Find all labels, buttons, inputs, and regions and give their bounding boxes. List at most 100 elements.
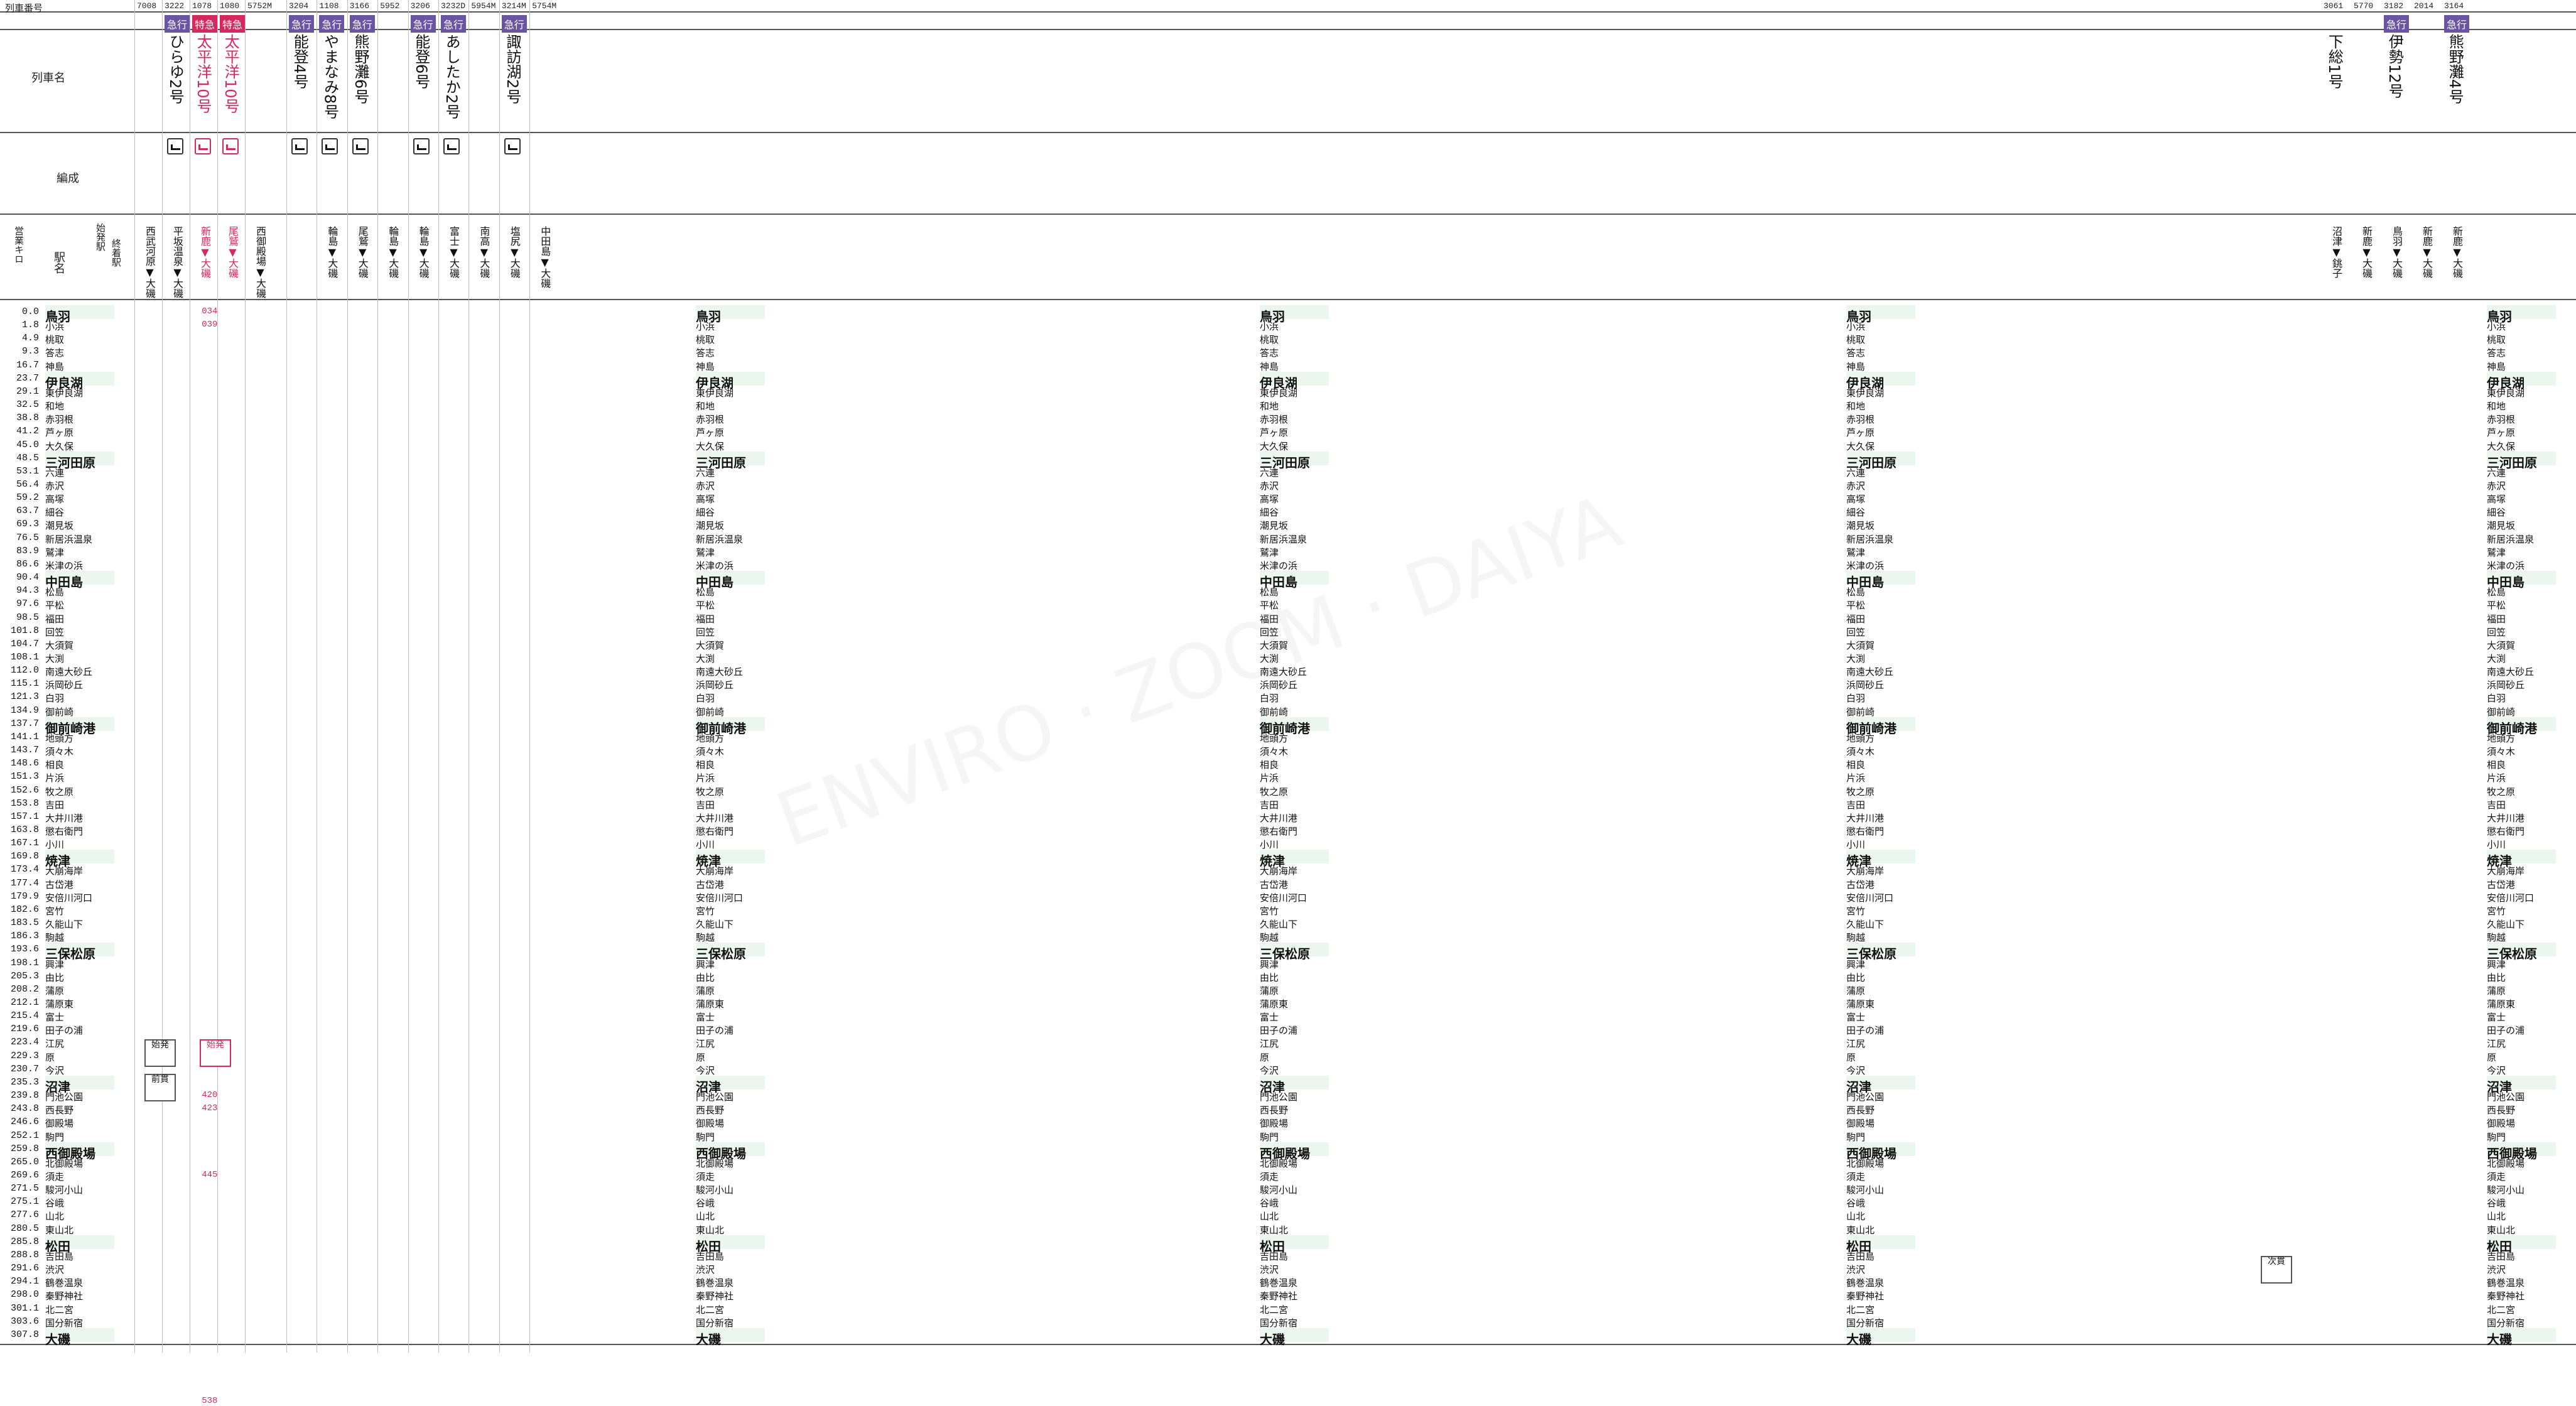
station-name: 北二宮: [696, 1304, 725, 1316]
train-type-badge: 特急: [192, 15, 218, 33]
station-name: 須走: [2487, 1171, 2506, 1182]
station-name: 白羽: [45, 693, 65, 705]
station-name: 国分新宿: [1260, 1317, 1298, 1329]
station-name: 大崩海岸: [696, 865, 734, 877]
major-station-band: [696, 717, 765, 731]
station-name: 鶴巻温泉: [696, 1277, 734, 1289]
column-divider: [162, 0, 163, 1353]
station-name: 赤沢: [696, 480, 715, 492]
major-station-band: [1260, 1075, 1329, 1090]
station-km: 298.0: [10, 1289, 39, 1301]
station-name: 中田島: [1846, 575, 1884, 590]
station-name: 大井川港: [1846, 812, 1885, 824]
station-name: 富士: [2487, 1012, 2506, 1024]
station-name: 山北: [1846, 1211, 1866, 1223]
station-name: 桃取: [696, 334, 715, 346]
major-station-band: [1846, 943, 1915, 957]
station-name: 宮竹: [1846, 905, 1866, 917]
station-name: 谷峨: [1846, 1198, 1866, 1209]
station-name: 御殿場: [2487, 1118, 2516, 1130]
station-km: 259.8: [10, 1143, 39, 1154]
station-name: 懲右衛門: [1846, 826, 1885, 837]
station-name: 吉田島: [45, 1250, 74, 1262]
station-name: 秦野神社: [696, 1290, 734, 1302]
station-name: 駒門: [1260, 1131, 1279, 1143]
train-type-badge: 急行: [2444, 15, 2470, 33]
station-name: 田子の浦: [45, 1025, 84, 1037]
major-station-band: [1260, 571, 1329, 585]
destination-label: 沼津▼銚子: [2330, 226, 2342, 278]
station-name: 新居浜温泉: [1260, 533, 1307, 545]
station-name: 駿河小山: [45, 1184, 84, 1196]
major-station-band: [1846, 1142, 1915, 1156]
major-station-band: [45, 451, 114, 465]
station-name: 蒲原: [1846, 985, 1866, 997]
origin-note-box: 始発: [144, 1039, 176, 1067]
station-name: 福田: [1846, 613, 1866, 625]
destination-label: 中田島▼大磯: [539, 226, 551, 288]
train-number: 3204: [289, 1, 309, 11]
station-name: 吉田: [45, 799, 65, 811]
station-km: 98.5: [16, 612, 39, 623]
train-number-label: 列車番号: [5, 3, 43, 14]
station-name: 谷峨: [45, 1198, 65, 1209]
major-station-band: [2487, 1328, 2556, 1342]
train-number: 5752M: [247, 1, 273, 11]
station-km: 41.2: [16, 426, 39, 437]
station-name: 吉田島: [696, 1250, 725, 1262]
destination-label: 輪島▼大磯: [387, 226, 399, 278]
station-name: 国分新宿: [45, 1317, 84, 1329]
station-name: 北御殿場: [1260, 1157, 1298, 1169]
station-name: 久能山下: [696, 919, 734, 931]
train-name: 諏訪湖2号: [503, 34, 521, 104]
station-name: 鶴巻温泉: [1846, 1277, 1885, 1289]
station-name: 東山北: [696, 1224, 725, 1236]
station-name: 北御殿場: [2487, 1157, 2525, 1169]
station-name: 焼津: [2487, 853, 2512, 869]
train-number: 3164: [2444, 1, 2464, 11]
station-name: 駒門: [45, 1131, 65, 1143]
train-name: 太平洋10号: [222, 34, 240, 114]
station-km: 9.3: [21, 346, 39, 357]
station-name: 桃取: [2487, 334, 2506, 346]
station-name: 答志: [2487, 347, 2506, 359]
station-name: 和地: [2487, 401, 2506, 413]
station-name: 神島: [2487, 360, 2506, 372]
major-station-band: [2487, 1075, 2556, 1090]
station-name: 細谷: [1260, 507, 1279, 519]
seat-icon: [322, 138, 338, 154]
station-name: 駒越: [696, 932, 715, 944]
seat-icon: [504, 138, 521, 154]
major-station-band: [1846, 1235, 1915, 1249]
station-km: 219.6: [10, 1024, 39, 1035]
train-number: 3166: [349, 1, 370, 11]
major-station-band: [45, 1235, 114, 1249]
station-name: 山北: [696, 1211, 715, 1223]
station-name: 伊良湖: [2487, 375, 2525, 391]
station-name: 六連: [1260, 467, 1279, 479]
station-km: 45.0: [16, 439, 39, 450]
train-name: ひらゆ2号: [166, 34, 185, 104]
station-km: 152.6: [10, 784, 39, 796]
station-name: 牧之原: [696, 786, 725, 798]
major-station-band: [45, 1075, 114, 1090]
train-number: 2014: [2414, 1, 2434, 11]
station-name: 三保松原: [45, 946, 95, 962]
station-km: 48.5: [16, 452, 39, 463]
station-name: 蒲原東: [1260, 998, 1289, 1010]
station-name: 細谷: [45, 507, 65, 519]
station-km: 186.3: [10, 931, 39, 942]
station-name: 芦ヶ原: [1260, 427, 1289, 439]
seat-icon: [413, 138, 430, 154]
station-name: 地頭方: [2487, 732, 2516, 744]
station-name: 細谷: [2487, 507, 2506, 519]
station-name: 松田: [2487, 1238, 2512, 1254]
station-name: 芦ヶ原: [696, 427, 725, 439]
major-station-band: [1846, 371, 1915, 386]
major-station-band: [696, 943, 765, 957]
station-name: 江尻: [2487, 1038, 2506, 1050]
major-station-band: [1846, 305, 1915, 319]
station-name: 牧之原: [45, 786, 74, 798]
station-name: 江尻: [1260, 1038, 1279, 1050]
